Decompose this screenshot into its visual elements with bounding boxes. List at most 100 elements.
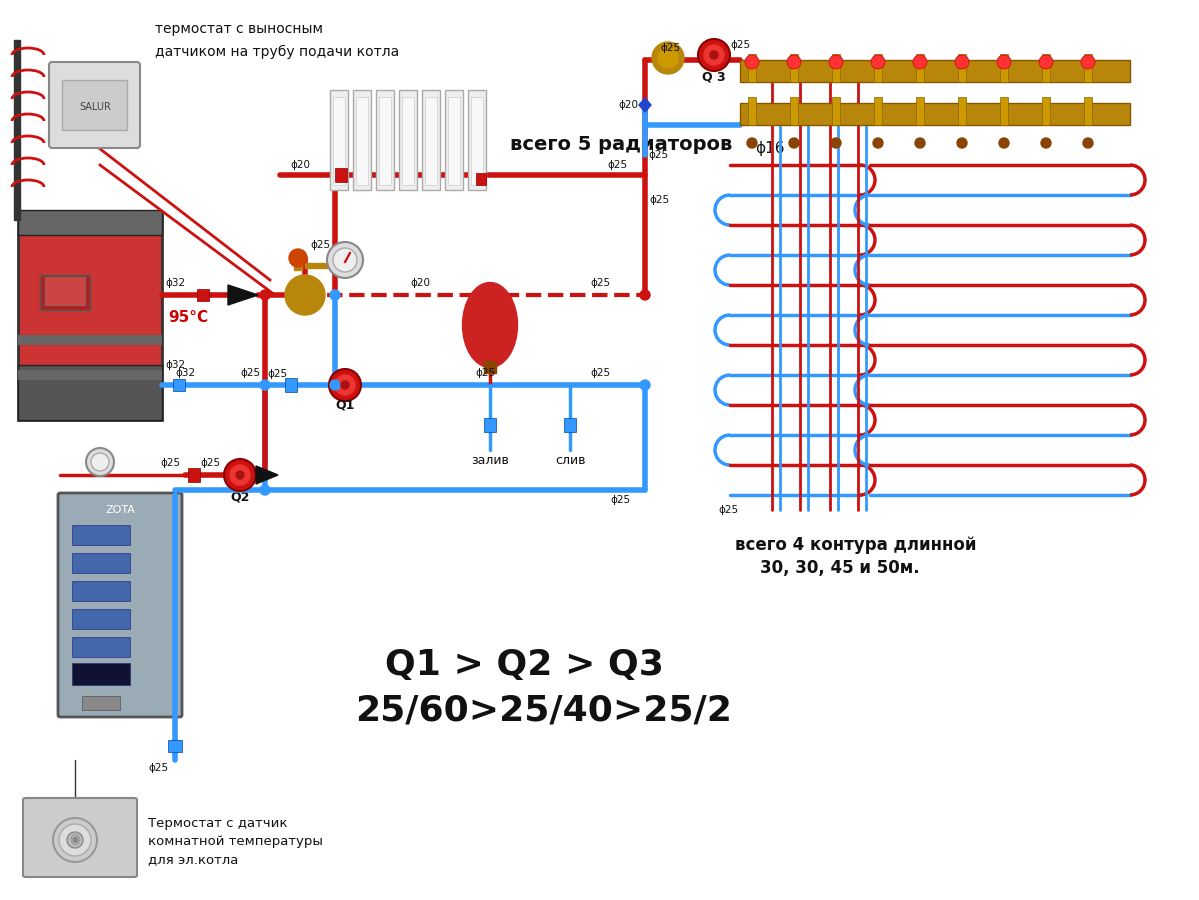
Text: ϕ20: ϕ20 <box>410 278 430 288</box>
Text: ϕ32: ϕ32 <box>175 368 195 378</box>
Circle shape <box>53 818 97 862</box>
Bar <box>1000 54 1008 82</box>
Bar <box>958 54 966 82</box>
Bar <box>46 277 85 305</box>
Text: SALUR: SALUR <box>79 102 112 112</box>
Bar <box>471 97 483 185</box>
Bar <box>333 97 345 185</box>
Circle shape <box>86 448 114 476</box>
Circle shape <box>999 138 1010 148</box>
Bar <box>790 97 799 125</box>
Circle shape <box>330 290 341 300</box>
Text: ϕ25: ϕ25 <box>647 150 668 160</box>
Bar <box>18 370 162 380</box>
Circle shape <box>652 42 683 74</box>
Bar <box>1084 97 1092 125</box>
Bar <box>356 97 368 185</box>
Circle shape <box>327 242 363 278</box>
Circle shape <box>698 39 730 71</box>
Text: 25/60>25/40>25/2: 25/60>25/40>25/2 <box>355 693 731 727</box>
Circle shape <box>260 485 270 495</box>
Text: ◉: ◉ <box>70 833 80 847</box>
Bar <box>748 97 757 125</box>
Text: ϕ16: ϕ16 <box>755 140 784 156</box>
Bar <box>173 379 185 391</box>
Circle shape <box>831 138 840 148</box>
Circle shape <box>285 275 325 315</box>
Text: Q 3: Q 3 <box>703 70 725 84</box>
Bar <box>40 275 90 310</box>
Bar <box>376 90 394 190</box>
Text: ϕ25: ϕ25 <box>200 458 221 468</box>
Bar <box>72 525 129 545</box>
Circle shape <box>1040 55 1053 69</box>
Text: ϕ25: ϕ25 <box>590 278 610 288</box>
Circle shape <box>787 55 801 69</box>
Text: ZOTA: ZOTA <box>106 505 135 515</box>
Circle shape <box>640 380 650 390</box>
Circle shape <box>710 51 718 59</box>
Bar <box>168 740 182 752</box>
Circle shape <box>67 832 83 848</box>
Bar <box>399 90 417 190</box>
Circle shape <box>1081 55 1095 69</box>
Circle shape <box>1083 138 1093 148</box>
Polygon shape <box>228 285 258 305</box>
FancyBboxPatch shape <box>58 493 182 717</box>
Circle shape <box>289 249 307 267</box>
Text: 95°C: 95°C <box>168 310 209 326</box>
Text: комнатной температуры: комнатной температуры <box>147 835 323 849</box>
Circle shape <box>829 55 843 69</box>
Text: ϕ25: ϕ25 <box>607 160 627 170</box>
Circle shape <box>915 138 924 148</box>
Bar <box>72 581 129 601</box>
Bar <box>564 418 576 432</box>
Text: ϕ25: ϕ25 <box>147 763 168 773</box>
Text: всего 4 контура длинной: всего 4 контура длинной <box>735 536 976 554</box>
Bar <box>445 90 463 190</box>
Circle shape <box>1041 138 1052 148</box>
Text: для эл.котла: для эл.котла <box>147 853 239 867</box>
Circle shape <box>333 248 357 272</box>
Bar <box>916 97 924 125</box>
Circle shape <box>704 45 724 65</box>
Polygon shape <box>257 466 278 484</box>
Bar <box>916 54 924 82</box>
Bar <box>14 40 20 220</box>
Bar <box>424 97 436 185</box>
Bar <box>1084 54 1092 82</box>
Bar <box>72 663 129 685</box>
Circle shape <box>59 824 91 856</box>
Bar <box>1000 97 1008 125</box>
Polygon shape <box>639 98 651 112</box>
Text: ϕ25: ϕ25 <box>659 43 680 53</box>
Bar <box>294 255 302 270</box>
Bar <box>874 97 882 125</box>
Bar <box>188 468 200 482</box>
Bar <box>18 335 162 345</box>
Ellipse shape <box>463 283 518 367</box>
Circle shape <box>260 380 270 390</box>
Bar <box>18 365 162 420</box>
Circle shape <box>330 380 341 390</box>
Text: ϕ25: ϕ25 <box>718 505 739 515</box>
Bar <box>330 90 348 190</box>
Bar <box>740 103 1129 125</box>
Text: ϕ25: ϕ25 <box>610 495 631 505</box>
Bar <box>72 637 129 657</box>
Bar <box>484 361 496 373</box>
Circle shape <box>870 55 885 69</box>
Circle shape <box>230 465 251 485</box>
Bar <box>353 90 370 190</box>
Circle shape <box>91 453 109 471</box>
Text: слив: слив <box>555 454 585 466</box>
Circle shape <box>998 55 1011 69</box>
Bar <box>790 54 799 82</box>
Text: датчиком на трубу подачи котла: датчиком на трубу подачи котла <box>155 45 399 59</box>
Text: ϕ25: ϕ25 <box>311 240 330 250</box>
Bar <box>874 54 882 82</box>
Text: ϕ25: ϕ25 <box>475 368 495 378</box>
Circle shape <box>236 471 245 479</box>
Text: Q1: Q1 <box>336 399 355 411</box>
Circle shape <box>957 138 968 148</box>
